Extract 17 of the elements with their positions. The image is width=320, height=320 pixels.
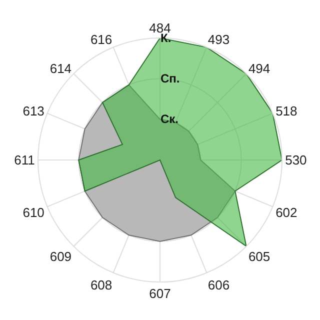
spoke-label: 530 <box>285 152 307 168</box>
spoke-label: 608 <box>90 277 112 292</box>
spoke-label: 607 <box>149 286 171 302</box>
spoke-label: 610 <box>22 205 44 220</box>
spoke-label: 606 <box>208 277 230 292</box>
spoke-label: 611 <box>14 152 35 168</box>
spoke-label: 613 <box>22 103 44 118</box>
spoke-label: 605 <box>248 248 270 264</box>
spoke-label: 494 <box>248 60 270 76</box>
y-tick-label: Сп. <box>160 72 180 86</box>
spoke-label: 609 <box>50 248 72 264</box>
spoke-label: 493 <box>208 32 230 47</box>
spoke-label: 614 <box>50 60 72 76</box>
spoke-label: 602 <box>276 205 298 220</box>
spoke-label: 616 <box>90 32 112 47</box>
spoke-label: 518 <box>276 103 298 118</box>
y-tick-label: Ск. <box>160 112 179 126</box>
